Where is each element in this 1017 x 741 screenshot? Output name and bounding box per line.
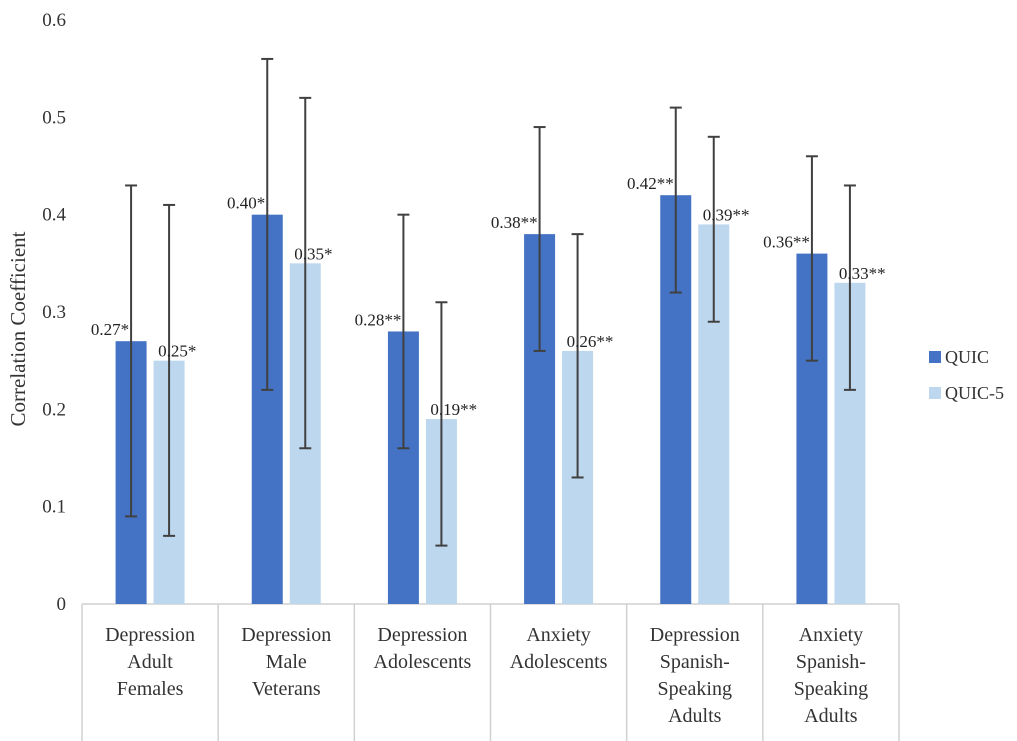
legend-label: QUIC-5: [945, 383, 1004, 403]
data-label: 0.38**: [491, 213, 538, 232]
legend-swatch: [929, 387, 941, 399]
y-tick-label: 0: [57, 594, 67, 615]
y-tick-label: 0.3: [42, 302, 66, 323]
legend-swatch: [929, 351, 941, 363]
error-bars: [125, 57, 856, 547]
category-label: Adults: [668, 705, 722, 727]
category-labels: Depression Adult Females Depression Male Vete…: [105, 624, 868, 727]
data-label: 0.28**: [355, 310, 402, 329]
data-label: 0.33**: [839, 264, 886, 283]
data-labels: 0.27* 0.40* 0.28** 0.38** 0.42** 0.36** 0.25* 0…: [91, 174, 886, 419]
y-tick-label: 0.1: [42, 497, 66, 518]
category-label: Depression: [105, 624, 195, 646]
data-label: 0.26**: [567, 332, 614, 351]
category-label: Spanish-: [796, 651, 866, 673]
data-label: 0.25*: [158, 342, 196, 361]
legend: QUIC QUIC-5: [929, 347, 1004, 403]
category-label: Adult: [127, 651, 173, 673]
category-label: Depression: [377, 624, 467, 646]
data-label: 0.27*: [91, 320, 129, 339]
category-label: Anxiety: [799, 624, 863, 646]
category-label: Anxiety: [526, 624, 590, 646]
data-label: 0.42**: [627, 174, 674, 193]
category-label: Depression: [650, 624, 740, 646]
y-tick-label: 0.4: [42, 205, 66, 226]
data-label: 0.19**: [430, 400, 477, 419]
category-label: Speaking: [794, 678, 868, 700]
category-label: Adults: [804, 705, 858, 727]
data-label: 0.36**: [763, 233, 810, 252]
category-label: Male: [266, 651, 307, 673]
data-label: 0.35*: [294, 244, 332, 263]
y-tick-label: 0.6: [42, 10, 66, 31]
category-label: Speaking: [658, 678, 732, 700]
y-axis-title: Correlation Coefficient: [6, 231, 30, 426]
y-tick-label: 0.5: [42, 107, 66, 128]
category-label: Adolescents: [510, 651, 608, 673]
category-grid: [81, 603, 900, 741]
y-tick-label: 0.2: [42, 399, 66, 420]
data-label: 0.39**: [703, 205, 750, 224]
category-label: Spanish-: [660, 651, 730, 673]
legend-label: QUIC: [945, 347, 989, 367]
category-label: Females: [117, 678, 184, 700]
bars: [115, 195, 866, 604]
category-label: Adolescents: [374, 651, 472, 673]
data-label: 0.40*: [227, 194, 265, 213]
y-tick-labels: 0 0.1 0.2 0.3 0.4 0.5 0.6: [42, 10, 66, 615]
category-label: Depression: [241, 624, 331, 646]
category-label: Veterans: [252, 678, 321, 700]
